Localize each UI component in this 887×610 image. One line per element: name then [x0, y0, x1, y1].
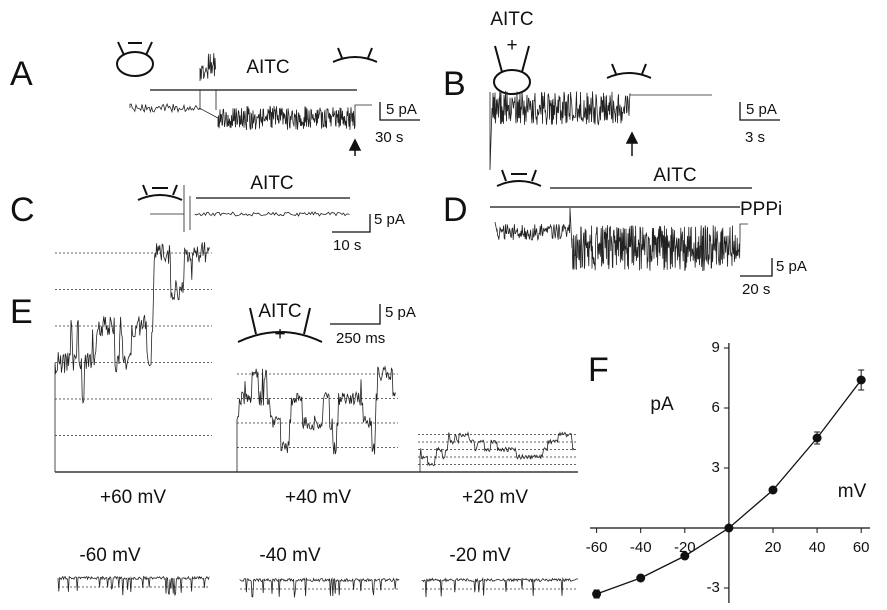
- data-point: [680, 551, 690, 561]
- arrow: [348, 138, 362, 156]
- panel-label: E: [10, 293, 33, 331]
- recording-trace: [236, 365, 396, 472]
- sign: +: [274, 324, 285, 345]
- data-point: [636, 573, 646, 583]
- panel-label: F: [588, 351, 609, 389]
- voltage-label: +20 mV: [462, 487, 528, 508]
- scale-bar: [739, 102, 780, 121]
- current-scale: 5 pA: [385, 304, 416, 321]
- recording-trace: [494, 207, 748, 272]
- panel-label: D: [443, 191, 468, 229]
- drug-label: AITC: [258, 301, 301, 322]
- x-tick-label: 20: [765, 539, 782, 556]
- time-scale: 10 s: [333, 237, 361, 254]
- panel-label: A: [10, 55, 33, 93]
- x-tick-label: 60: [853, 539, 870, 556]
- y-tick-label: 6: [712, 399, 720, 416]
- pipette-icon: [116, 41, 378, 77]
- drug-label: AITC: [246, 57, 289, 78]
- arrow: [625, 131, 639, 156]
- blocker-label: PPPi: [740, 199, 782, 220]
- current-scale: 5 pA: [746, 101, 777, 118]
- recording-trace: [129, 103, 372, 131]
- y-tick-label: 3: [712, 459, 720, 476]
- scale-bar: [740, 258, 773, 277]
- recording-trace: [421, 577, 579, 598]
- recording-trace: [57, 575, 210, 596]
- time-scale: 250 ms: [336, 330, 385, 347]
- voltage-label: +60 mV: [100, 487, 166, 508]
- time-scale: 3 s: [745, 129, 765, 146]
- voltage-label: -20 mV: [449, 545, 511, 566]
- recording-trace: [54, 242, 210, 472]
- data-point: [724, 523, 734, 533]
- x-tick-label: 40: [809, 539, 826, 556]
- pipette-icon: [237, 307, 323, 343]
- x-axis-label: mV: [838, 481, 867, 502]
- y-tick-label: 9: [712, 339, 720, 356]
- x-tick-label: -60: [586, 539, 608, 556]
- pipette-icon: [496, 169, 542, 187]
- drug-label: AITC: [653, 165, 696, 186]
- recording-trace: [199, 53, 216, 82]
- voltage-label: -40 mV: [259, 545, 321, 566]
- current-scale: 5 pA: [374, 211, 405, 228]
- time-scale: 20 s: [742, 281, 770, 298]
- scale-bar: [330, 304, 381, 325]
- y-tick-label: -3: [707, 579, 720, 596]
- current-scale: 5 pA: [386, 101, 417, 118]
- data-point: [812, 433, 822, 443]
- data-point: [768, 485, 778, 495]
- drug-label: AITC: [250, 173, 293, 194]
- voltage-label: -60 mV: [79, 545, 141, 566]
- recording-trace: [489, 90, 712, 171]
- recording-trace: [239, 577, 400, 598]
- pipette-icon: [137, 184, 183, 201]
- data-point: [592, 589, 602, 599]
- recording-trace: [199, 90, 217, 110]
- panel-label: B: [443, 65, 466, 103]
- data-point: [856, 375, 866, 385]
- pipette-icon: [493, 45, 652, 95]
- voltage-label: +40 mV: [285, 487, 351, 508]
- y-axis-label: pA: [650, 394, 674, 415]
- scale-bar: [332, 214, 371, 233]
- drug-label: AITC: [490, 9, 533, 30]
- x-tick-label: -40: [630, 539, 652, 556]
- recording-trace: [150, 185, 350, 232]
- panel-label: C: [10, 191, 35, 229]
- scale-bar: [379, 102, 420, 121]
- sign: +: [506, 35, 517, 56]
- time-scale: 30 s: [375, 129, 403, 146]
- current-scale: 5 pA: [776, 258, 807, 275]
- iv-chart: F pA mV -60 -40 -20 20 40 60 -3 3 6 9: [586, 339, 870, 603]
- recording-trace: [419, 431, 575, 472]
- x-tick-label: -20: [674, 539, 696, 556]
